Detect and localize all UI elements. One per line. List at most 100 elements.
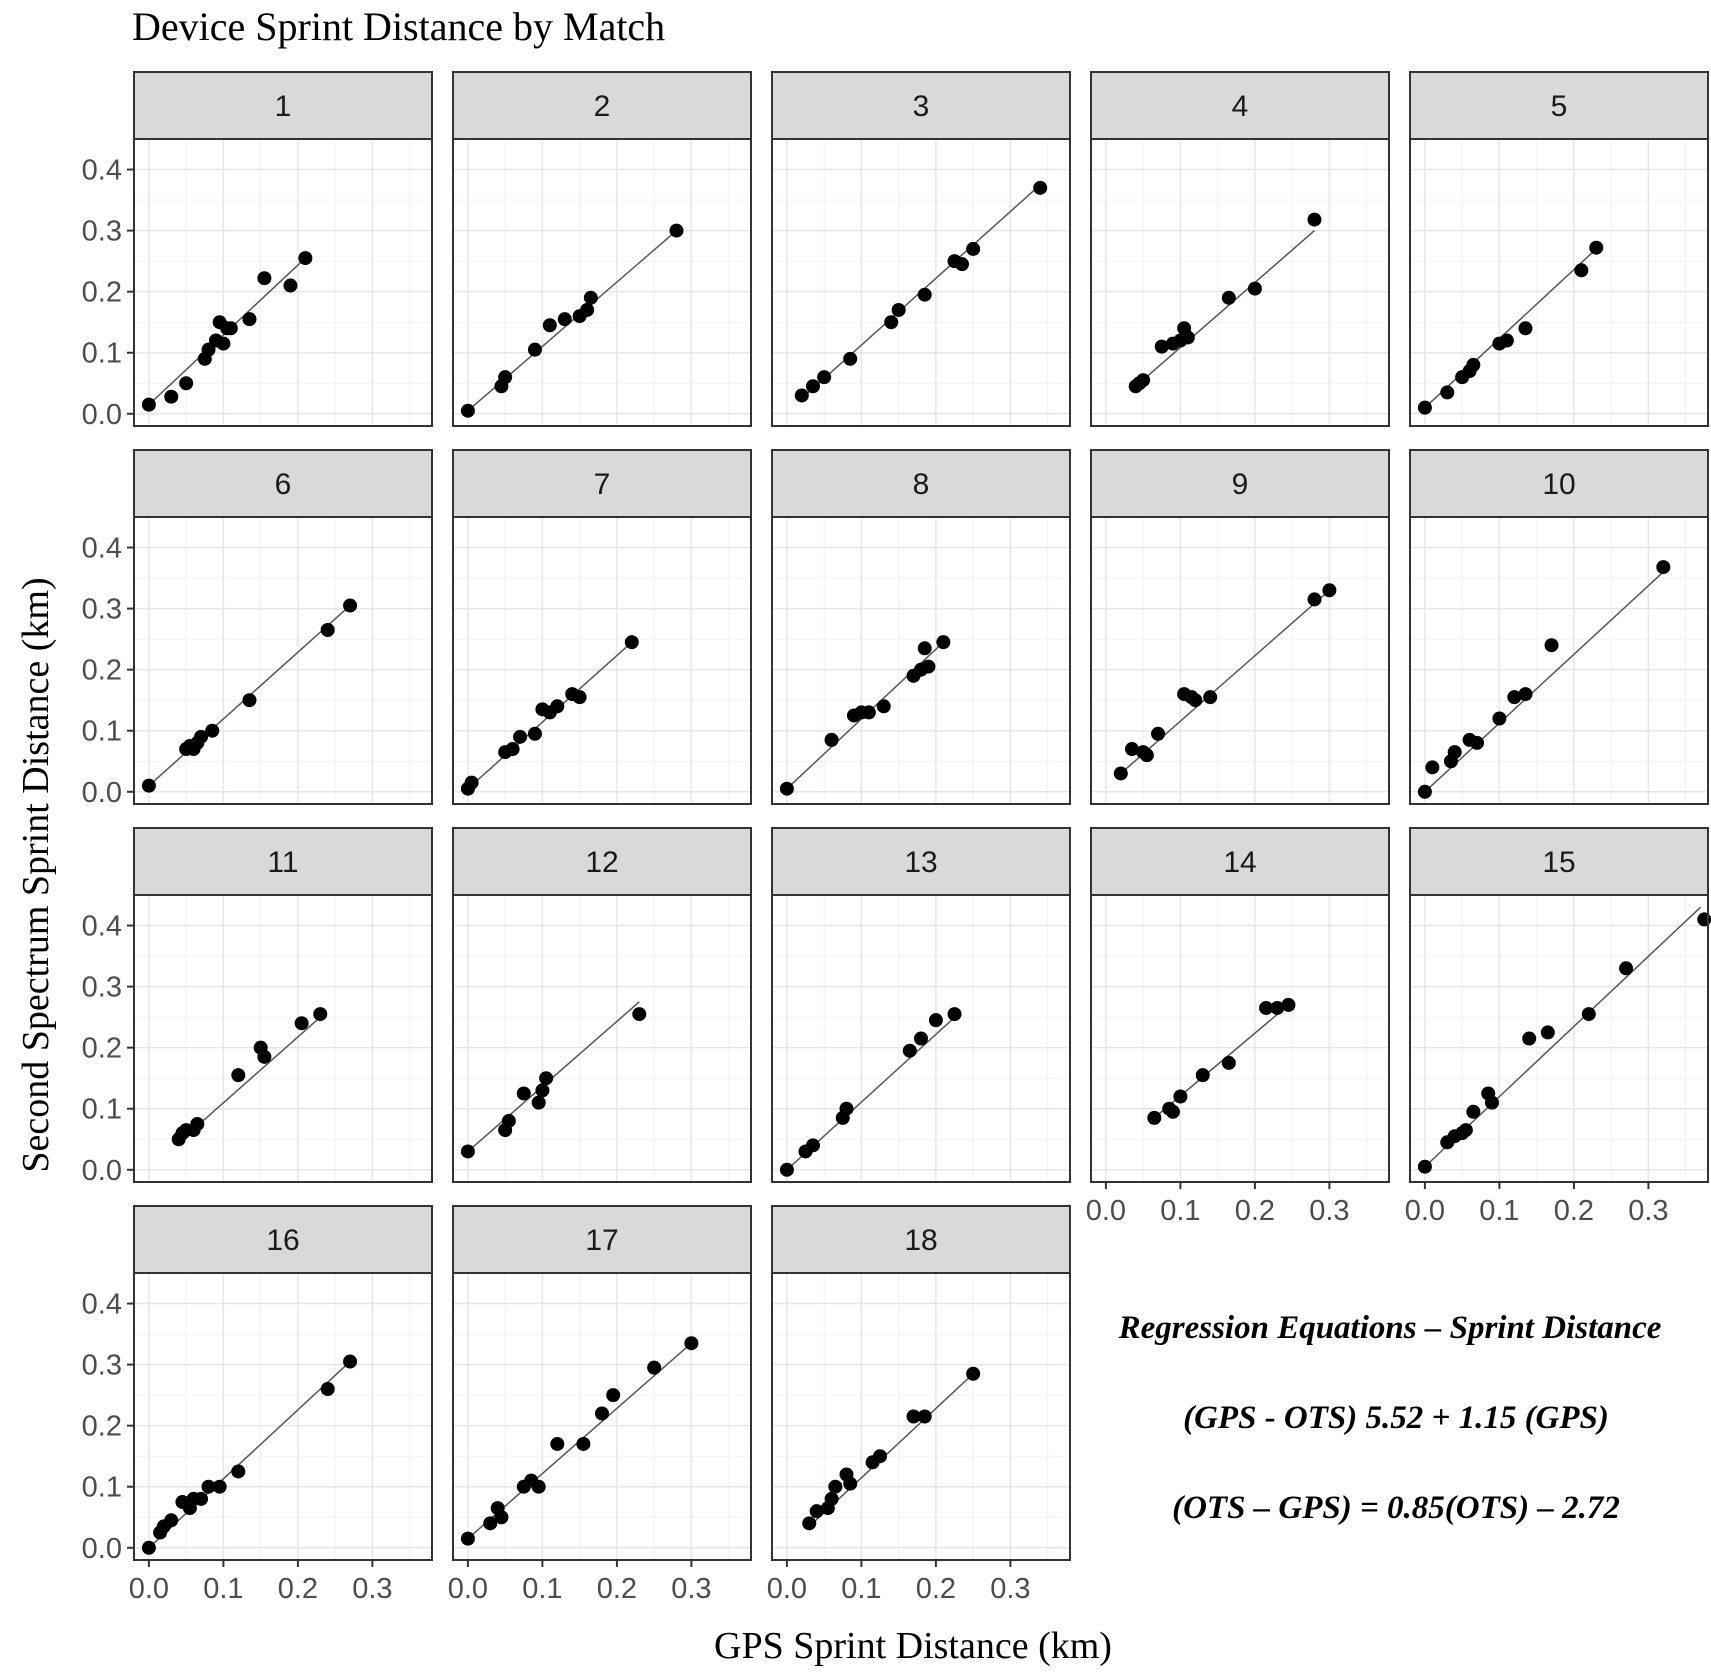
facet-panel-6: 6 0.0 0.1 0.2 0.3 0.4 xyxy=(82,449,433,809)
panel-border xyxy=(1090,138,1390,427)
data-point xyxy=(1466,357,1481,372)
data-point xyxy=(460,403,475,418)
panel-border xyxy=(133,138,433,427)
facet-panel-2: 2 xyxy=(452,71,752,427)
data-point xyxy=(954,257,969,272)
data-point xyxy=(201,1479,216,1494)
data-point xyxy=(779,781,794,796)
y-tick-label: 0.1 xyxy=(82,1472,122,1504)
data-point xyxy=(805,379,820,394)
y-tick-label: 0.1 xyxy=(82,1094,122,1126)
x-tick-label: 0.0 xyxy=(1405,1195,1445,1227)
data-point xyxy=(283,278,298,293)
x-axis-label: GPS Sprint Distance (km) xyxy=(714,1625,1112,1667)
data-point xyxy=(242,312,257,327)
panel-border xyxy=(452,138,752,427)
panel-border xyxy=(133,1272,433,1561)
data-point xyxy=(1165,1104,1180,1119)
x-tick-label: 0.3 xyxy=(1309,1195,1349,1227)
plot-background xyxy=(134,517,432,804)
facet-strip xyxy=(1090,449,1390,518)
regression-equation-1: (GPS - OTS) 5.52 + 1.15 (GPS) xyxy=(1183,1400,1609,1436)
data-point xyxy=(464,775,479,790)
x-tick-label: 0.0 xyxy=(1086,1195,1126,1227)
regression-line xyxy=(1424,248,1597,409)
regression-heading: Regression Equations – Sprint Distance xyxy=(1118,1310,1662,1346)
data-point xyxy=(843,351,858,366)
data-point xyxy=(550,1436,565,1451)
data-point xyxy=(164,1513,179,1528)
data-point xyxy=(824,732,839,747)
data-point xyxy=(1518,687,1533,702)
data-point xyxy=(313,1007,328,1022)
data-point xyxy=(1417,400,1432,415)
data-point xyxy=(936,635,951,650)
data-point xyxy=(921,659,936,674)
regression-line xyxy=(148,1360,351,1549)
data-point xyxy=(1180,330,1195,345)
data-point xyxy=(1136,373,1151,388)
facet-strip xyxy=(133,71,433,140)
data-point xyxy=(966,241,981,256)
data-point xyxy=(1221,290,1236,305)
panel-border xyxy=(1090,516,1390,805)
data-point xyxy=(595,1406,609,1421)
data-point xyxy=(483,1516,498,1531)
y-tick-label: 0.1 xyxy=(82,716,122,748)
data-point xyxy=(1466,1104,1481,1119)
data-point xyxy=(343,598,358,613)
data-point xyxy=(1281,997,1296,1012)
facet-strip xyxy=(452,449,752,518)
regression-line xyxy=(1424,906,1702,1168)
data-point xyxy=(632,1007,647,1022)
data-point xyxy=(805,1138,820,1153)
data-point xyxy=(141,397,156,412)
regression-line xyxy=(1120,589,1330,775)
facet-panel-12: 12 xyxy=(452,827,752,1183)
y-tick-label: 0.1 xyxy=(82,338,122,370)
facet-strip-label: 5 xyxy=(1551,90,1568,123)
data-point xyxy=(580,302,595,317)
facet-strip-label: 8 xyxy=(913,468,930,501)
data-point xyxy=(802,1516,817,1531)
panel-border xyxy=(452,516,752,805)
data-point xyxy=(824,1491,839,1506)
data-point xyxy=(298,251,313,266)
data-point xyxy=(966,1366,981,1381)
facet-panel-1: 1 0.0 0.1 0.2 0.3 0.4 xyxy=(82,71,433,431)
panel-border xyxy=(771,1272,1071,1561)
facet-strip-label: 11 xyxy=(267,846,298,879)
x-tick-label: 0.1 xyxy=(841,1573,881,1605)
y-tick-label: 0.3 xyxy=(82,216,122,248)
data-point xyxy=(205,723,220,738)
data-point xyxy=(1484,1095,1499,1110)
data-point xyxy=(624,635,639,650)
data-point xyxy=(141,778,156,793)
y-tick-label: 0.4 xyxy=(82,911,122,943)
data-point xyxy=(505,742,520,757)
facet-strip xyxy=(1090,71,1390,140)
facet-strip-label: 10 xyxy=(1542,468,1575,501)
data-point xyxy=(257,271,272,286)
regression-equation-2: (OTS – GPS) = 0.85(OTS) – 2.72 xyxy=(1172,1490,1620,1526)
facet-strip xyxy=(133,827,433,896)
x-tick-label: 0.1 xyxy=(1479,1195,1519,1227)
panel-border xyxy=(133,516,433,805)
data-point xyxy=(884,315,899,330)
data-point xyxy=(1492,711,1507,726)
facet-panel-8: 8 xyxy=(771,449,1071,805)
data-point xyxy=(516,1086,531,1101)
facet-strip xyxy=(771,827,1071,896)
y-axis-label: Second Spectrum Sprint Distance (km) xyxy=(15,577,57,1172)
data-point xyxy=(817,370,832,385)
y-tick-label: 0.0 xyxy=(82,777,122,809)
data-point xyxy=(494,1510,509,1525)
x-tick-label: 0.2 xyxy=(1235,1195,1275,1227)
data-point xyxy=(141,1540,156,1555)
data-point xyxy=(1499,333,1514,348)
facet-panel-15: 15 0.0 0.1 0.2 0.3 xyxy=(1405,827,1711,1227)
panel-border xyxy=(771,516,1071,805)
data-point xyxy=(320,622,335,637)
facet-panel-14: 14 0.0 0.1 0.2 0.3 xyxy=(1086,827,1390,1227)
data-point xyxy=(873,1449,888,1464)
